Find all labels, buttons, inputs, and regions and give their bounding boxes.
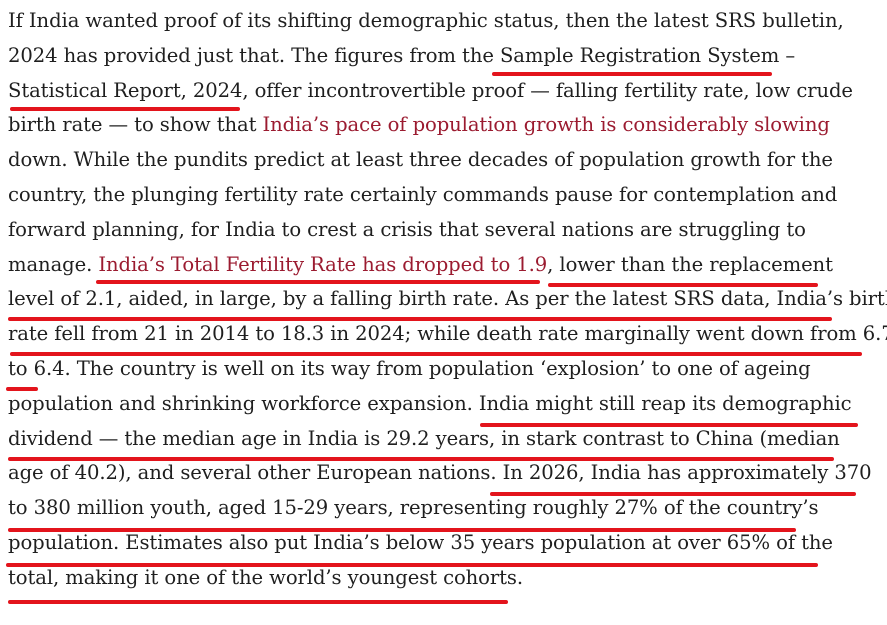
red-underline-annotation xyxy=(492,72,772,76)
text-span: , offer incontrovertible proof — falling… xyxy=(242,78,853,102)
text-span: to 6.4. The country is well on its way f… xyxy=(8,356,811,380)
text-span: – xyxy=(779,43,796,67)
text-line: rate fell from 21 in 2014 to 18.3 in 202… xyxy=(8,313,887,348)
article-link[interactable]: India’s pace of population growth is con… xyxy=(262,113,830,137)
text-line: manage. India’s Total Fertility Rate has… xyxy=(8,244,880,279)
text-span: country, the plunging fertility rate cer… xyxy=(8,182,838,206)
article-link[interactable]: Sample Registration System xyxy=(499,43,780,67)
text-line: 2024 has provided just that. The figures… xyxy=(8,35,880,70)
article-link[interactable]: India’s Total Fertility Rate has dropped… xyxy=(98,252,548,276)
text-span: 2024 has provided just that. The figures… xyxy=(8,43,500,67)
text-span: manage. xyxy=(8,252,99,276)
text-span: forward planning, for India to crest a c… xyxy=(8,217,806,241)
red-underline-annotation xyxy=(6,387,38,391)
text-span: total, making it one of the world’s youn… xyxy=(8,565,524,589)
red-underline-annotation xyxy=(10,107,240,111)
red-underline-annotation xyxy=(548,283,818,287)
text-line: If India wanted proof of its shifting de… xyxy=(8,0,880,35)
red-underline-annotation xyxy=(8,528,796,532)
text-line: forward planning, for India to crest a c… xyxy=(8,209,880,244)
text-span: to 380 million youth, aged 15-29 years, … xyxy=(8,496,819,520)
text-line: dividend — the median age in India is 29… xyxy=(8,418,880,453)
text-line: country, the plunging fertility rate cer… xyxy=(8,174,880,209)
red-underline-annotation xyxy=(8,600,508,604)
article-paragraph: If India wanted proof of its shifting de… xyxy=(8,0,887,592)
red-underline-annotation xyxy=(8,317,832,321)
red-underline-annotation xyxy=(96,280,540,284)
text-line: age of 40.2), and several other European… xyxy=(8,452,880,487)
text-span: down. While the pundits predict at least… xyxy=(8,148,833,172)
text-line: birth rate — to show that India’s pace o… xyxy=(8,104,880,139)
text-line: total, making it one of the world’s youn… xyxy=(8,557,880,592)
text-span: rate fell from 21 in 2014 to 18.3 in 202… xyxy=(8,322,887,346)
text-line: to 6.4. The country is well on its way f… xyxy=(8,348,880,383)
text-line: down. While the pundits predict at least… xyxy=(8,139,880,174)
red-underline-annotation xyxy=(6,563,818,567)
red-underline-annotation xyxy=(8,457,834,461)
text-span: If India wanted proof of its shifting de… xyxy=(8,9,844,32)
text-line: Statistical Report, 2024, offer incontro… xyxy=(8,70,880,105)
text-span: age of 40.2), and several other European… xyxy=(8,461,872,485)
text-line: population. Estimates also put India’s b… xyxy=(8,522,880,557)
text-span: , lower than the replacement xyxy=(547,252,833,276)
text-span: dividend — the median age in India is 29… xyxy=(8,426,840,450)
text-line: to 380 million youth, aged 15-29 years, … xyxy=(8,487,880,522)
red-underline-annotation xyxy=(480,423,858,427)
text-line: population and shrinking workforce expan… xyxy=(8,383,880,418)
text-line: level of 2.1, aided, in large, by a fall… xyxy=(8,278,887,313)
red-underline-annotation xyxy=(10,352,862,356)
text-span: population and shrinking workforce expan… xyxy=(8,391,852,415)
text-span: population. Estimates also put India’s b… xyxy=(8,530,833,554)
article-link[interactable]: Statistical Report, 2024 xyxy=(8,78,243,102)
red-underline-annotation xyxy=(490,492,856,496)
text-span: birth rate — to show that xyxy=(8,113,263,137)
text-span: level of 2.1, aided, in large, by a fall… xyxy=(8,287,887,311)
